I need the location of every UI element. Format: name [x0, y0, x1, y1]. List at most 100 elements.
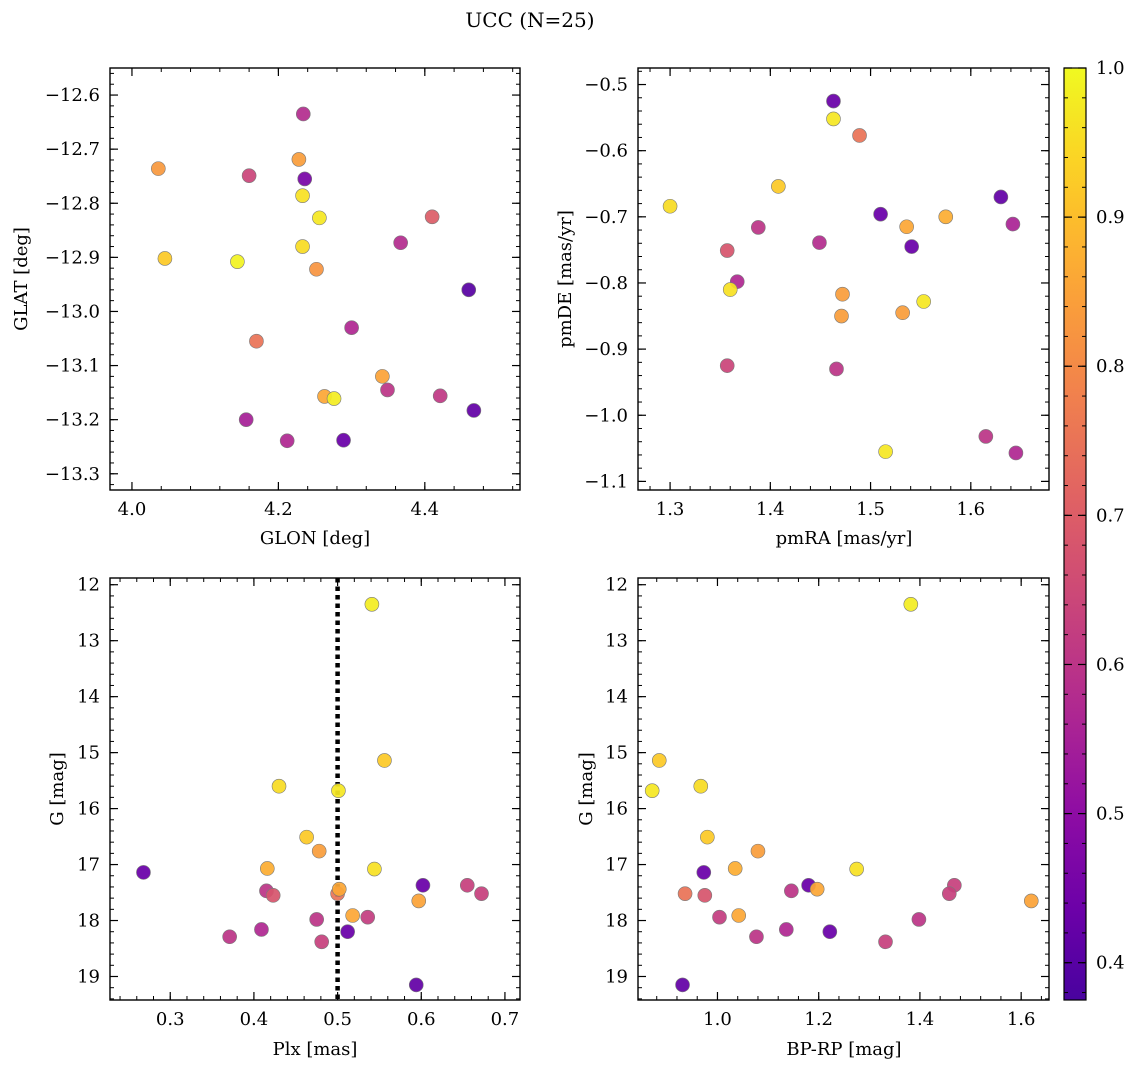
y-tick-label: −12.8 — [45, 193, 100, 214]
scatter-point — [311, 843, 327, 859]
scatter-point — [809, 881, 825, 897]
y-tick-label: 16 — [77, 799, 100, 820]
scatter-point — [873, 206, 888, 222]
scatter-point — [461, 282, 477, 298]
x-tick-label: 1.3 — [656, 499, 685, 520]
scatter-point — [364, 597, 380, 612]
scatter-point — [344, 320, 359, 335]
scatter-point — [377, 753, 392, 768]
scatter-point — [993, 189, 1009, 205]
y-tick-label: 13 — [77, 631, 100, 652]
scatter-point — [249, 333, 264, 349]
scatter-point — [297, 171, 313, 187]
scatter-point — [254, 922, 269, 937]
panel-plx-g: 0.3 0.4 0.5 0.6 0.7 12 13 14 15 16 17 18 19 Plx [mas]… — [47, 575, 521, 1060]
axes-frame — [109, 577, 521, 1001]
scatter-point — [312, 210, 327, 226]
x-tick-label: 4.0 — [118, 499, 147, 520]
y-tick-label: 14 — [77, 687, 100, 708]
x-axis-label: BP-RP [mag] — [786, 1039, 901, 1060]
scatter-point — [749, 929, 764, 945]
x-axis-label: pmRA [mas/yr] — [776, 528, 913, 549]
y-tick-label: −1.1 — [584, 471, 628, 492]
scatter-point — [279, 433, 295, 449]
scatter-point — [331, 783, 346, 798]
scatter-point — [157, 251, 173, 266]
scatter-point — [662, 198, 678, 214]
scatter-point — [326, 391, 342, 406]
y-tick-label: −12.7 — [45, 139, 100, 160]
y-tick-label: 15 — [605, 743, 628, 764]
colorbar-tick-label: 0.4 — [1096, 953, 1125, 974]
scatter-point — [712, 909, 727, 925]
x-axis-label: GLON [deg] — [260, 528, 370, 549]
y-tick-label: 16 — [605, 799, 628, 820]
scatter-point — [835, 286, 850, 302]
y-tick-label: −12.9 — [45, 247, 100, 268]
colorbar-tick-label: 0.5 — [1096, 804, 1125, 825]
scatter-point — [727, 861, 743, 876]
axes-frame — [637, 577, 1050, 1001]
colorbar-tick-label: 0.7 — [1096, 505, 1125, 526]
scatter-point — [241, 168, 257, 183]
scatter-point — [731, 908, 747, 923]
x-tick-label: 0.5 — [323, 1009, 352, 1030]
scatter-point — [411, 893, 427, 909]
scatter-point — [779, 922, 794, 937]
scatter-point — [903, 597, 919, 612]
x-tick-label: 1.2 — [804, 1009, 833, 1030]
scatter-point — [834, 308, 849, 324]
scatter-point — [393, 235, 408, 251]
y-tick-label: 12 — [77, 575, 100, 596]
scatter-point — [878, 934, 893, 950]
scatter-point — [459, 877, 475, 893]
y-tick-label: −13.0 — [45, 301, 100, 322]
y-tick-label: 18 — [77, 911, 100, 932]
x-tick-label: 1.6 — [1007, 1009, 1036, 1030]
scatter-point — [697, 888, 713, 903]
scatter-point — [677, 886, 693, 901]
x-tick-label: 0.7 — [491, 1009, 520, 1030]
panel-pmra-pmde: 1.3 1.4 1.5 1.6 −0.5 −0.6 −0.7 −0.8 −0.9 −1.0 −1.1… — [555, 67, 1050, 549]
y-tick-label: −0.9 — [584, 339, 628, 360]
y-tick-label: −13.1 — [45, 356, 100, 377]
scatter-point — [895, 305, 910, 321]
y-tick-label: 19 — [77, 966, 100, 987]
scatter-point — [700, 829, 715, 845]
y-tick-label: −13.3 — [45, 464, 100, 485]
scatter-point — [826, 93, 841, 109]
scatter-point — [941, 886, 957, 901]
y-tick-label: −0.5 — [584, 75, 628, 96]
scatter-point — [424, 209, 440, 225]
scatter-point — [812, 235, 827, 250]
scatter-point — [295, 239, 310, 254]
scatter-point — [784, 883, 799, 899]
scatter-point — [750, 220, 766, 235]
scatter-point — [750, 843, 766, 859]
x-tick-label: 1.0 — [703, 1009, 732, 1030]
scatter-point — [899, 219, 914, 235]
scatter-point — [696, 865, 712, 880]
scatter-point — [375, 369, 390, 384]
scatter-point — [230, 254, 245, 269]
scatter-point — [291, 152, 307, 167]
panel-glon-glat: 4.0 4.2 4.4 −12.6 −12.7 −12.8 −12.9 −13.0 −13.1 −… — [11, 67, 521, 549]
scatter-point — [771, 179, 786, 194]
x-tick-label: 4.2 — [264, 499, 293, 520]
scatter-point — [822, 924, 838, 940]
scatter-point — [271, 778, 287, 794]
scatter-point — [295, 106, 311, 122]
y-tick-label: −12.6 — [45, 85, 100, 106]
scatter-point — [904, 239, 919, 254]
x-tick-label: 1.5 — [856, 499, 885, 520]
y-tick-label: 17 — [605, 855, 628, 876]
scatter-point — [693, 778, 709, 794]
scatter-point — [340, 924, 355, 940]
scatter-point — [826, 111, 841, 127]
axes-frame — [109, 67, 521, 491]
colorbar-tick-label: 1.0 — [1096, 58, 1125, 79]
scatter-point — [309, 912, 324, 927]
y-axis-label: G [mag] — [47, 752, 68, 825]
y-tick-label: 12 — [605, 575, 628, 596]
scatter-point — [408, 977, 424, 993]
